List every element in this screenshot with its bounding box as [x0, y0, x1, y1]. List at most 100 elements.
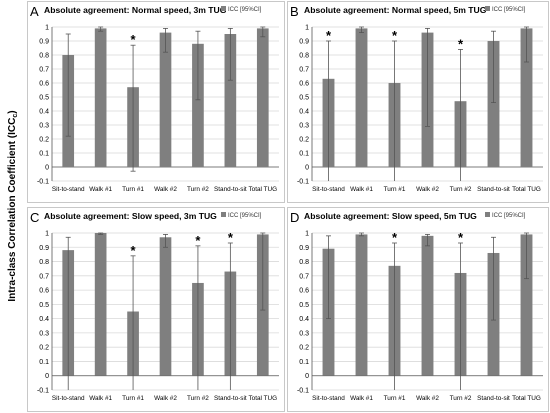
bar — [520, 234, 533, 376]
y-tick-label: 0.9 — [39, 245, 49, 252]
x-tick-label: Total TUG — [248, 395, 277, 402]
chart-panels: A Absolute agreement: Normal speed, 3m TU… — [27, 1, 549, 412]
y-axis-title-main: Intra-class Correlation Coefficient — [7, 140, 18, 301]
bar — [192, 43, 204, 167]
chart-panel: C Absolute agreement: Slow speed, 3m TUG I… — [27, 207, 285, 412]
chart-panel: A Absolute agreement: Normal speed, 3m TU… — [27, 1, 285, 203]
y-axis-title-open-paren: ( — [7, 134, 18, 138]
significance-marker: * — [195, 233, 201, 248]
x-tick-label: Total TUG — [512, 395, 541, 402]
bar — [520, 28, 533, 168]
x-tick-label: Walk #2 — [416, 186, 439, 193]
significance-marker: * — [131, 32, 137, 47]
legend-label: ICC [95%CI] — [228, 213, 262, 219]
x-tick-label: Sit-to-stand — [52, 186, 85, 193]
y-tick-label: 0.8 — [39, 259, 49, 266]
y-tick-label: 1 — [305, 25, 309, 32]
y-tick-label: 1 — [45, 231, 49, 238]
panel-letter: B — [290, 4, 299, 19]
bar — [159, 237, 172, 376]
y-tick-label: -0.1 — [37, 388, 49, 395]
y-axis-title-close-paren: ) — [7, 110, 18, 113]
panel-letter: C — [30, 210, 39, 225]
x-tick-label: Turn #2 — [450, 395, 472, 402]
y-tick-label: 0.4 — [39, 109, 49, 116]
y-tick-label: 0.4 — [299, 316, 309, 323]
significance-marker: * — [392, 230, 398, 245]
y-tick-label: 0.6 — [299, 288, 309, 295]
y-tick-label: 0.1 — [299, 151, 309, 158]
y-tick-label: 0.6 — [39, 288, 49, 295]
bar — [355, 234, 368, 376]
y-tick-label: 0.2 — [299, 137, 309, 144]
x-tick-label: Walk #1 — [89, 395, 112, 402]
x-tick-label: Turn #2 — [187, 395, 209, 402]
bar — [487, 41, 500, 167]
x-tick-label: Walk #1 — [350, 186, 373, 193]
panel-title: Absolute agreement: Slow speed, 5m TUG — [304, 211, 477, 221]
y-tick-label: 0.2 — [39, 345, 49, 352]
y-tick-label: 0 — [45, 373, 49, 380]
significance-marker: * — [458, 230, 464, 245]
y-tick-label: 0.3 — [299, 123, 309, 130]
x-tick-label: Walk #1 — [350, 395, 373, 402]
legend-swatch — [485, 6, 490, 11]
bar — [94, 233, 107, 376]
y-tick-label: 0.7 — [39, 67, 49, 74]
y-tick-label: 0.7 — [39, 273, 49, 280]
x-tick-label: Walk #2 — [416, 395, 439, 402]
x-tick-label: Total TUG — [248, 186, 277, 193]
y-tick-label: 0.5 — [39, 95, 49, 102]
y-axis-title-subscript: c — [12, 114, 19, 118]
x-tick-label: Stand-to-sit — [477, 186, 510, 193]
panel-title: Absolute agreement: Normal speed, 5m TUG — [304, 5, 487, 15]
y-tick-label: 0.9 — [39, 39, 49, 46]
legend-swatch — [485, 212, 490, 217]
y-tick-label: 0.9 — [299, 245, 309, 252]
y-tick-label: 0.7 — [299, 67, 309, 74]
y-tick-label: 0.3 — [39, 123, 49, 130]
bar — [94, 28, 107, 168]
significance-marker: * — [392, 28, 398, 43]
bar — [159, 32, 172, 167]
legend-label: ICC [95%CI] — [492, 7, 526, 13]
y-tick-label: 0.1 — [39, 151, 49, 158]
significance-marker: * — [326, 28, 332, 43]
y-tick-label: 0.7 — [299, 273, 309, 280]
x-tick-label: Turn #1 — [384, 186, 406, 193]
bar — [421, 235, 434, 376]
legend-label: ICC [95%CI] — [228, 7, 262, 13]
y-tick-label: 0.5 — [299, 95, 309, 102]
y-tick-label: 0 — [305, 373, 309, 380]
significance-marker: * — [131, 243, 137, 258]
chart-panel: B Absolute agreement: Normal speed, 5m TU… — [287, 1, 549, 203]
y-tick-label: -0.1 — [297, 388, 309, 395]
x-tick-label: Sit-to-stand — [52, 395, 85, 402]
y-tick-label: 1 — [305, 231, 309, 238]
y-axis-title: Intra-class Correlation Coefficient (ICC… — [7, 110, 19, 301]
y-tick-label: 0.9 — [299, 39, 309, 46]
x-tick-label: Stand-to-sit — [214, 186, 247, 193]
bar — [355, 28, 368, 168]
y-axis-title-sub: ICC — [7, 118, 18, 135]
y-tick-label: 0.6 — [299, 81, 309, 88]
y-tick-label: 1 — [45, 25, 49, 32]
y-tick-label: 0.2 — [39, 137, 49, 144]
legend-label: ICC [95%CI] — [492, 213, 526, 219]
x-tick-label: Turn #1 — [384, 395, 406, 402]
x-tick-label: Stand-to-sit — [477, 395, 510, 402]
legend-swatch — [221, 212, 226, 217]
y-tick-label: 0 — [305, 165, 309, 172]
y-tick-label: -0.1 — [297, 179, 309, 186]
x-tick-label: Sit-to-stand — [312, 395, 345, 402]
x-tick-label: Turn #2 — [187, 186, 209, 193]
y-tick-label: 0 — [45, 165, 49, 172]
y-tick-label: 0.1 — [299, 359, 309, 366]
y-tick-label: 0.8 — [299, 259, 309, 266]
panel-title: Absolute agreement: Normal speed, 3m TUG — [44, 5, 227, 15]
chart-panel: D Absolute agreement: Slow speed, 5m TUG I… — [287, 207, 549, 412]
y-tick-label: 0.5 — [299, 302, 309, 309]
x-tick-label: Turn #2 — [450, 186, 472, 193]
y-tick-label: 0.4 — [39, 316, 49, 323]
